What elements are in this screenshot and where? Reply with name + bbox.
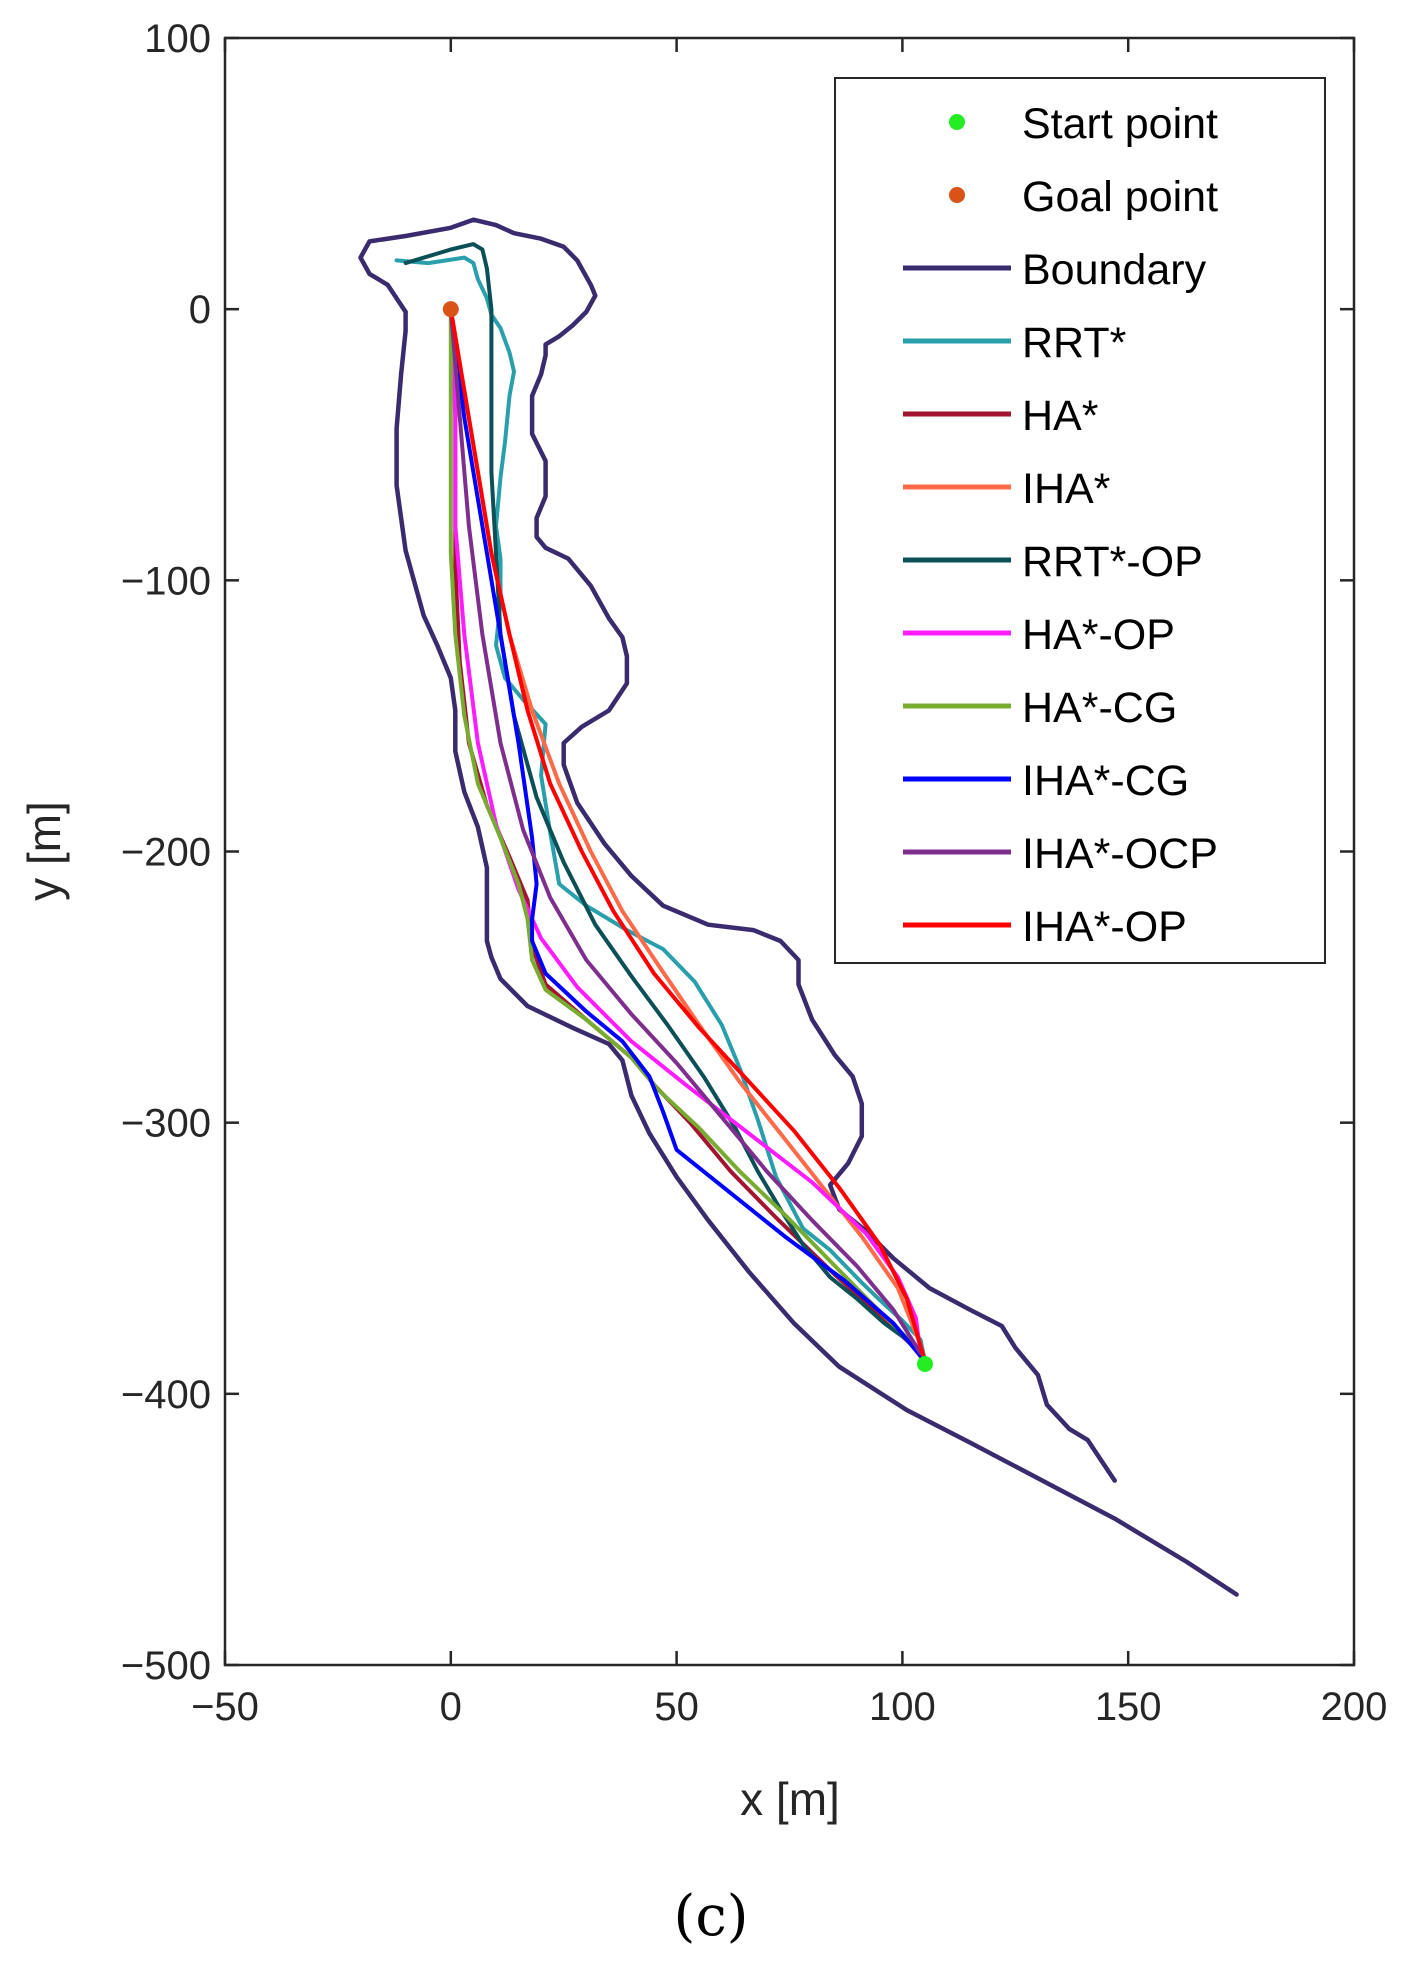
series-line-ha-star-op-0	[448, 307, 923, 1356]
marker-goal-point	[442, 301, 459, 318]
panel-label: (c)	[673, 1884, 748, 1949]
series-line-boundary-1	[394, 309, 1239, 1597]
series-line-ha-star-cg-0	[448, 307, 927, 1366]
series-line-iha-star-cg-0	[448, 307, 923, 1358]
legend-label-boundary: Boundary	[1022, 246, 1207, 294]
x-tick-label: 0	[440, 1685, 462, 1729]
legend-box	[834, 77, 1326, 964]
points-layer	[442, 301, 933, 1373]
y-tick-label: −200	[121, 831, 211, 875]
x-tick-label: −50	[191, 1685, 259, 1729]
legend-label-rrt-star: RRT*	[1022, 319, 1127, 367]
legend-label-ha-star-op: HA*-OP	[1022, 611, 1175, 659]
marker-start-point	[916, 1356, 933, 1373]
series-line-ha-star-0	[448, 307, 923, 1356]
legend-label-iha-star-cg: IHA*-CG	[1022, 757, 1189, 805]
legend-label-ha-star-cg: HA*-CG	[1022, 684, 1177, 732]
legend-label-iha-star: IHA*	[1022, 465, 1111, 513]
y-tick-label: 100	[144, 17, 211, 61]
series-line-iha-star-ocp-0	[448, 307, 923, 1356]
legend: Start point Goal point Boundary RRT* HA* IHA*…	[834, 77, 1326, 964]
y-tick-label: 0	[189, 288, 211, 332]
legend-label-iha-star-op: IHA*-OP	[1022, 903, 1187, 951]
legend-label-start-point: Start point	[1022, 100, 1218, 148]
legend-items: Start point Goal point Boundary RRT* HA* IHA*…	[903, 100, 1218, 951]
y-tick-label: −300	[121, 1102, 211, 1146]
y-axis-label: y [m]	[18, 801, 70, 901]
x-axis-label: x [m]	[740, 1773, 840, 1825]
legend-label-goal-point: Goal point	[1022, 173, 1218, 221]
y-tick-label: −500	[121, 1644, 211, 1688]
legend-label-ha-star: HA*	[1022, 392, 1099, 440]
legend-label-iha-star-ocp: IHA*-OCP	[1022, 830, 1218, 878]
series-line-iha-star-op-0	[448, 307, 927, 1364]
legend-marker-goal-point	[949, 187, 965, 203]
legend-label-rrt-star-op: RRT*-OP	[1022, 538, 1203, 586]
y-tick-label: −400	[121, 1373, 211, 1417]
series-line-rrt-star-op-0	[403, 242, 927, 1364]
x-tick-label: 50	[654, 1685, 699, 1729]
x-tick-label: 150	[1095, 1685, 1162, 1729]
data-layer	[358, 217, 1239, 1597]
y-tick-label: −100	[121, 559, 211, 603]
x-tick-label: 200	[1321, 1685, 1388, 1729]
x-tick-label: 100	[869, 1685, 936, 1729]
legend-marker-start-point	[949, 114, 965, 130]
